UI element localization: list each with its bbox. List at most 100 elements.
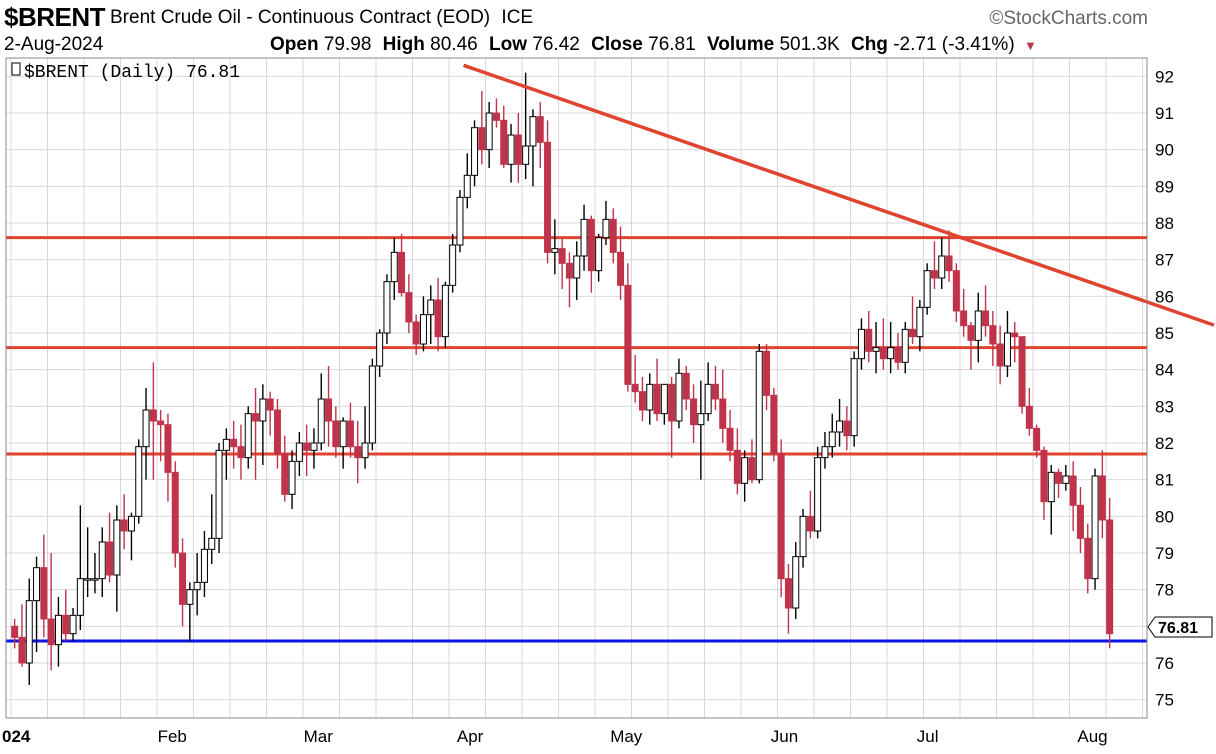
candle-body bbox=[492, 112, 500, 121]
x-axis: 024 Feb Mar Apr May Jun Jul Aug bbox=[2, 727, 1108, 746]
x-tick-label: Jun bbox=[771, 727, 798, 746]
candle-body bbox=[11, 625, 19, 638]
candle-body bbox=[1091, 475, 1099, 580]
candle-body bbox=[909, 328, 917, 338]
candle-body bbox=[697, 413, 705, 426]
candle-body bbox=[551, 248, 559, 253]
candle-body bbox=[901, 328, 909, 363]
candle-body bbox=[259, 398, 267, 422]
candle-body bbox=[449, 244, 457, 286]
candle-body bbox=[887, 347, 895, 360]
candle-body bbox=[106, 541, 114, 576]
y-tick-label: 83 bbox=[1155, 397, 1174, 416]
candle-body bbox=[84, 578, 92, 581]
candle-body bbox=[784, 578, 792, 609]
candle-body bbox=[733, 449, 741, 484]
candle-body bbox=[441, 284, 449, 338]
candle-body bbox=[98, 541, 106, 580]
volume-label: Volume bbox=[706, 34, 775, 55]
candle-body bbox=[529, 116, 537, 147]
candle-body bbox=[1084, 537, 1092, 580]
candle-body bbox=[952, 270, 960, 312]
candle-body bbox=[580, 218, 588, 257]
candle-body bbox=[419, 314, 427, 345]
candle-body bbox=[69, 614, 77, 635]
candle-body bbox=[1033, 427, 1041, 451]
volume-value: 501.3K bbox=[779, 34, 840, 55]
candle-body bbox=[230, 438, 238, 448]
candle-body bbox=[273, 409, 281, 455]
exchange: ICE bbox=[501, 7, 534, 28]
resistance-trendline bbox=[463, 63, 1215, 327]
candle-body bbox=[164, 424, 172, 473]
last-price-label: 76.81 bbox=[1158, 620, 1198, 637]
candle-body bbox=[135, 446, 143, 517]
y-tick-label: 85 bbox=[1155, 324, 1174, 343]
x-tick-label: May bbox=[610, 727, 643, 746]
chart-title: $BRENT (Daily) 76.81 bbox=[11, 62, 240, 83]
candle-body bbox=[1062, 475, 1070, 484]
candle-body bbox=[471, 127, 479, 176]
candle-body bbox=[982, 310, 990, 327]
candle-body bbox=[500, 119, 508, 165]
candle-body bbox=[1069, 475, 1077, 506]
candle-body bbox=[1055, 471, 1063, 484]
candle-body bbox=[171, 471, 179, 554]
candle-body bbox=[1025, 405, 1033, 429]
candle-body bbox=[668, 383, 676, 422]
candle-body bbox=[719, 398, 727, 429]
candle-body bbox=[383, 281, 391, 334]
candle-body bbox=[346, 420, 354, 448]
candle-body bbox=[967, 325, 975, 341]
candle-body bbox=[638, 391, 646, 411]
candle-body bbox=[850, 358, 858, 437]
candle-body bbox=[763, 350, 771, 396]
candle-body bbox=[208, 537, 216, 550]
candle-body bbox=[222, 438, 230, 451]
candle-body bbox=[485, 112, 493, 151]
candle-body bbox=[711, 383, 719, 400]
candle-body bbox=[814, 457, 822, 532]
candle-body bbox=[456, 196, 464, 246]
candle-body bbox=[186, 589, 194, 605]
last-price-marker: 76.81 bbox=[1147, 616, 1213, 638]
y-tick-label: 87 bbox=[1155, 251, 1174, 270]
candle-body bbox=[573, 255, 581, 279]
candle-body bbox=[682, 372, 690, 400]
candle-body bbox=[193, 581, 201, 591]
candle-body bbox=[179, 552, 187, 605]
low-value: 76.42 bbox=[532, 34, 580, 55]
close-label: Close bbox=[591, 34, 643, 55]
candle-body bbox=[54, 614, 62, 646]
candle-body bbox=[237, 446, 245, 459]
candle-body bbox=[989, 325, 997, 345]
candle-body bbox=[865, 328, 873, 352]
candle-body bbox=[792, 556, 800, 609]
candle-body bbox=[565, 262, 573, 279]
candle-body bbox=[361, 442, 369, 459]
candle-body bbox=[368, 365, 376, 444]
candle-body bbox=[76, 578, 84, 616]
candle-body bbox=[894, 347, 902, 363]
candle-body bbox=[325, 398, 333, 422]
instrument-name: Brent Crude Oil - Continuous Contract (E… bbox=[110, 7, 533, 29]
candle-body bbox=[741, 457, 749, 484]
stockcharts-logo[interactable]: ©StockCharts.com bbox=[989, 8, 1148, 29]
candle-body bbox=[690, 398, 698, 426]
candle-body bbox=[587, 218, 595, 272]
candle-body bbox=[91, 578, 99, 581]
candle-body bbox=[412, 321, 420, 345]
y-tick-label: 81 bbox=[1155, 471, 1174, 490]
close-value: 76.81 bbox=[648, 34, 696, 55]
candle-body bbox=[113, 519, 121, 576]
candle-body bbox=[857, 328, 865, 360]
y-tick-label: 78 bbox=[1155, 581, 1174, 600]
candle-body bbox=[799, 515, 807, 558]
low-label: Low bbox=[489, 34, 527, 55]
candle-body bbox=[281, 453, 289, 495]
x-tick-label: Aug bbox=[1077, 727, 1107, 746]
instrument-title: Brent Crude Oil - Continuous Contract (E… bbox=[110, 7, 491, 28]
candle-body bbox=[1011, 332, 1019, 338]
candle-body bbox=[1047, 471, 1055, 503]
